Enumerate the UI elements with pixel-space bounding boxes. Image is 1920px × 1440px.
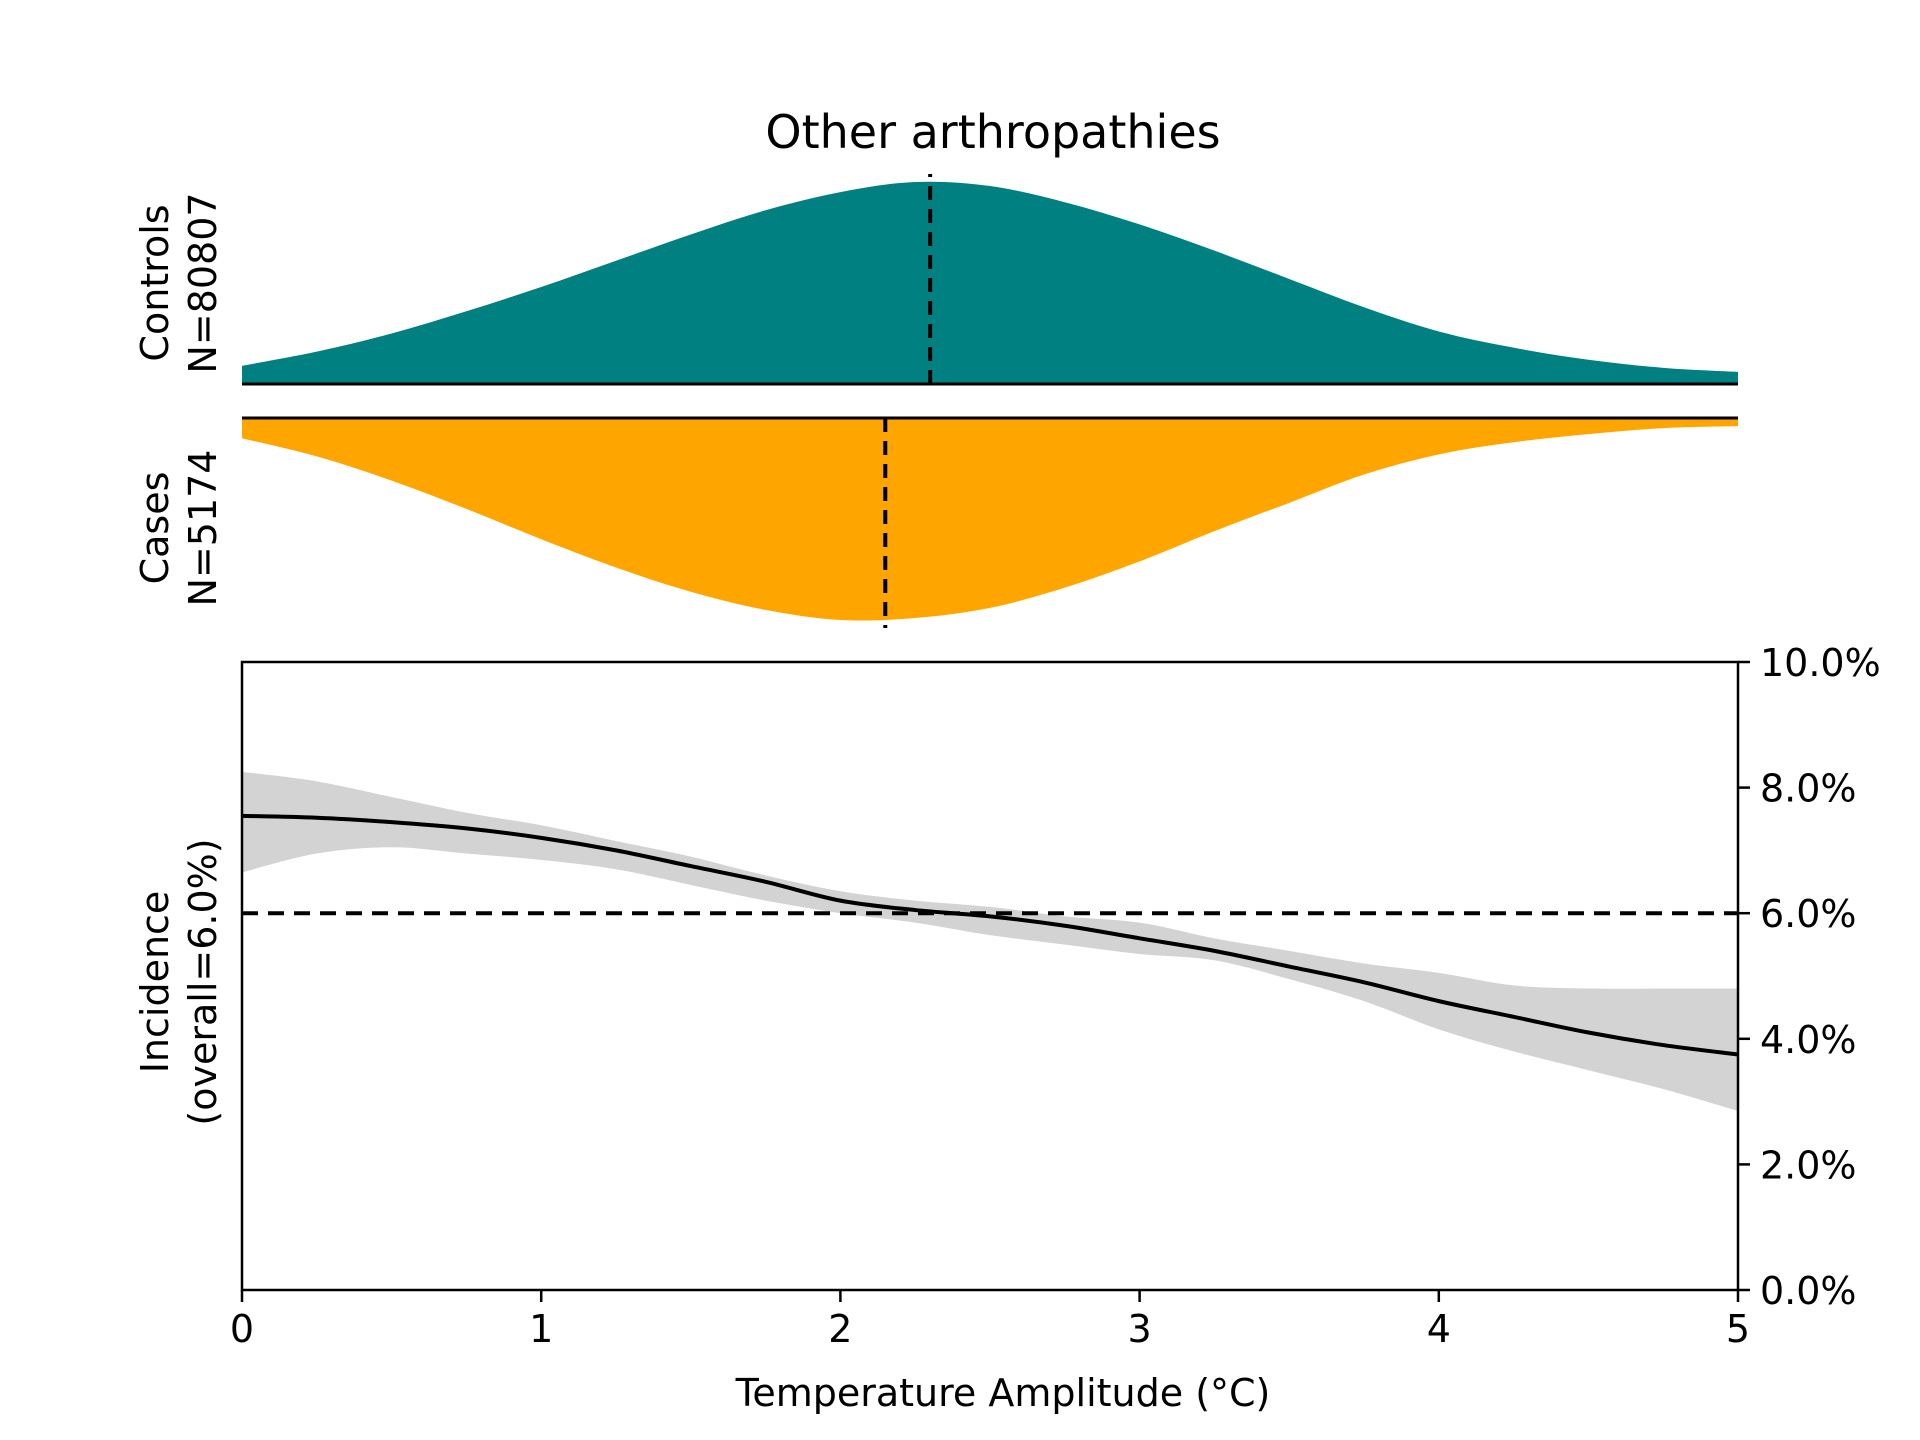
- y-tick-label: 10.0%: [1760, 641, 1881, 685]
- cases-panel: Cases N=5174: [133, 416, 1738, 628]
- plot-frame: [240, 660, 1740, 1292]
- x-tick-label: 5: [1726, 1307, 1750, 1351]
- y-tick-label: 6.0%: [1760, 892, 1857, 936]
- x-axis-title: Temperature Amplitude (°C): [735, 1371, 1271, 1415]
- y-tick-label: 4.0%: [1760, 1018, 1857, 1062]
- x-tick-label: 1: [529, 1307, 553, 1351]
- controls-ylabel-line2: N=80807: [181, 192, 225, 373]
- incidence-panel: 0 1 2 3 4 5 0.0% 2.0% 4.0% 6.0% 8.0% 10.0% Tempera…: [133, 641, 1881, 1415]
- y-tick-label: 8.0%: [1760, 767, 1857, 811]
- controls-panel: Controls N=80807: [133, 174, 1738, 386]
- cases-density-area: [242, 418, 1738, 621]
- chart-title: Other arthropathies: [765, 105, 1220, 159]
- controls-ylabel-line1: Controls: [133, 204, 177, 361]
- x-tick-label: 2: [828, 1307, 852, 1351]
- confidence-band: [242, 771, 1738, 1112]
- x-tick-label: 0: [230, 1307, 254, 1351]
- incidence-line: [241, 813, 1739, 1057]
- x-tick-label: 3: [1128, 1307, 1152, 1351]
- y-tick-label: 2.0%: [1760, 1143, 1857, 1187]
- cases-ylabel-line1: Cases: [133, 472, 177, 585]
- y-tick-label: 0.0%: [1760, 1269, 1857, 1313]
- y-axis-right: 0.0% 2.0% 4.0% 6.0% 8.0% 10.0%: [1738, 641, 1881, 1313]
- x-tick-label: 4: [1427, 1307, 1451, 1351]
- y-axis-title-line1: Incidence: [133, 891, 177, 1074]
- x-axis: 0 1 2 3 4 5: [230, 1290, 1750, 1351]
- cases-ylabel-line2: N=5174: [181, 450, 225, 607]
- y-axis-title-line2: (overall=6.0%): [181, 838, 225, 1125]
- controls-density-area: [242, 181, 1738, 384]
